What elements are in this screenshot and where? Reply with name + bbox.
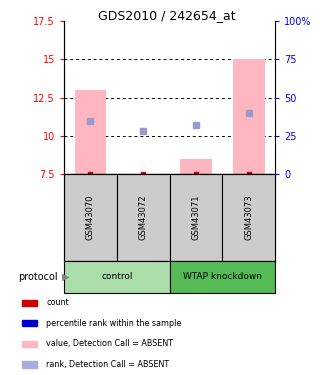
Point — [193, 122, 198, 128]
Point — [88, 118, 93, 124]
Bar — [75, 90, 106, 174]
Text: ▶: ▶ — [59, 272, 70, 282]
Text: percentile rank within the sample: percentile rank within the sample — [46, 318, 182, 327]
Text: GSM43073: GSM43073 — [244, 195, 253, 240]
Bar — [64, 261, 170, 292]
Bar — [222, 174, 275, 261]
Point — [141, 128, 146, 134]
Text: WTAP knockdown: WTAP knockdown — [183, 272, 262, 281]
Bar — [22, 341, 37, 347]
Point — [88, 171, 93, 177]
Text: rank, Detection Call = ABSENT: rank, Detection Call = ABSENT — [46, 360, 170, 369]
Text: GSM43070: GSM43070 — [86, 195, 95, 240]
Point — [193, 171, 198, 177]
Text: control: control — [101, 272, 132, 281]
Text: GSM43071: GSM43071 — [191, 195, 201, 240]
Text: protocol: protocol — [18, 272, 58, 282]
Text: GDS2010 / 242654_at: GDS2010 / 242654_at — [98, 9, 235, 22]
Bar — [117, 174, 170, 261]
Bar — [22, 320, 37, 326]
Bar — [170, 174, 222, 261]
Text: count: count — [46, 298, 69, 307]
Bar — [170, 261, 275, 292]
Point — [246, 110, 251, 116]
Point — [141, 171, 146, 177]
Bar — [180, 159, 212, 174]
Point — [246, 171, 251, 177]
Bar — [64, 174, 117, 261]
Text: GSM43072: GSM43072 — [139, 195, 148, 240]
Text: value, Detection Call = ABSENT: value, Detection Call = ABSENT — [46, 339, 173, 348]
Bar — [233, 59, 265, 174]
Bar — [22, 362, 37, 368]
Bar — [22, 300, 37, 306]
